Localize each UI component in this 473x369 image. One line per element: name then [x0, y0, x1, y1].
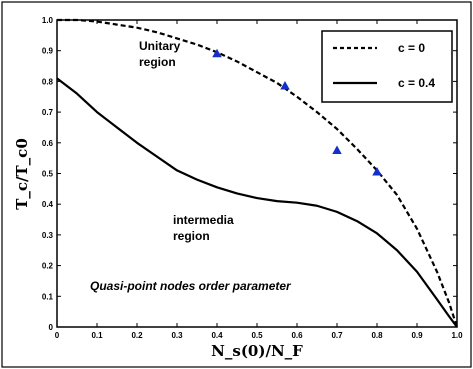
annotation-caption: Quasi-point nodes order parameter	[90, 279, 292, 293]
x-tick-label: 1.0	[451, 331, 463, 340]
y-tick-label: 0	[49, 323, 54, 332]
y-tick-label: 0.4	[42, 200, 54, 209]
x-tick-label: 0.1	[91, 331, 103, 340]
y-tick-label: 0.3	[42, 231, 54, 240]
y-tick-label: 0.8	[42, 77, 54, 86]
annotation-intermedia-line2: region	[173, 229, 210, 243]
x-tick-label: 0.3	[171, 331, 183, 340]
triangle-marker	[280, 81, 290, 90]
triangle-marker	[372, 166, 382, 176]
x-tick-label: 0.5	[251, 331, 263, 340]
legend-box	[321, 30, 453, 103]
x-tick-label: 0.6	[291, 331, 303, 340]
y-tick-label: 0.2	[42, 262, 54, 271]
x-tick-label: 0	[55, 331, 60, 340]
y-tick-label: 1.0	[42, 16, 54, 25]
series-line-c0	[57, 18, 459, 328]
y-tick-label: 0.7	[42, 108, 54, 117]
annotation-unitary-line2: region	[139, 55, 176, 69]
y-tick-label: 0.9	[42, 47, 54, 56]
x-tick-label: 0.9	[411, 331, 423, 340]
legend-label-c04: c = 0.4	[398, 76, 435, 90]
triangle-marker	[332, 145, 342, 154]
x-axis-label: N_s(0)/N_F	[211, 342, 303, 360]
y-tick-label: 0.1	[42, 292, 54, 301]
x-tick-label: 0.2	[131, 331, 143, 340]
axis-ticks: 0 0.1 0.2 0.3 0.4 0.5 0.6 0.7 0.8 0.9 1.0 0 0.1 0.2 0.…	[42, 16, 463, 340]
annotation-intermedia-line1: intermedia	[173, 213, 234, 227]
series-curves	[56, 18, 459, 328]
x-tick-label: 0.8	[371, 331, 383, 340]
y-axis-label: T_c/T_c0	[13, 138, 31, 210]
legend: c = 0 c = 0.4	[321, 30, 453, 103]
y-tick-label: 0.6	[42, 139, 54, 148]
y-tick-label: 0.5	[42, 170, 54, 179]
x-tick-label: 0.4	[211, 331, 223, 340]
triangle-marker	[212, 48, 222, 58]
x-tick-label: 0.7	[331, 331, 343, 340]
legend-label-c0: c = 0	[398, 41, 425, 55]
series-markers	[212, 48, 382, 176]
series-line-c04	[56, 77, 458, 328]
annotation-unitary-line1: Unitary	[139, 39, 181, 53]
